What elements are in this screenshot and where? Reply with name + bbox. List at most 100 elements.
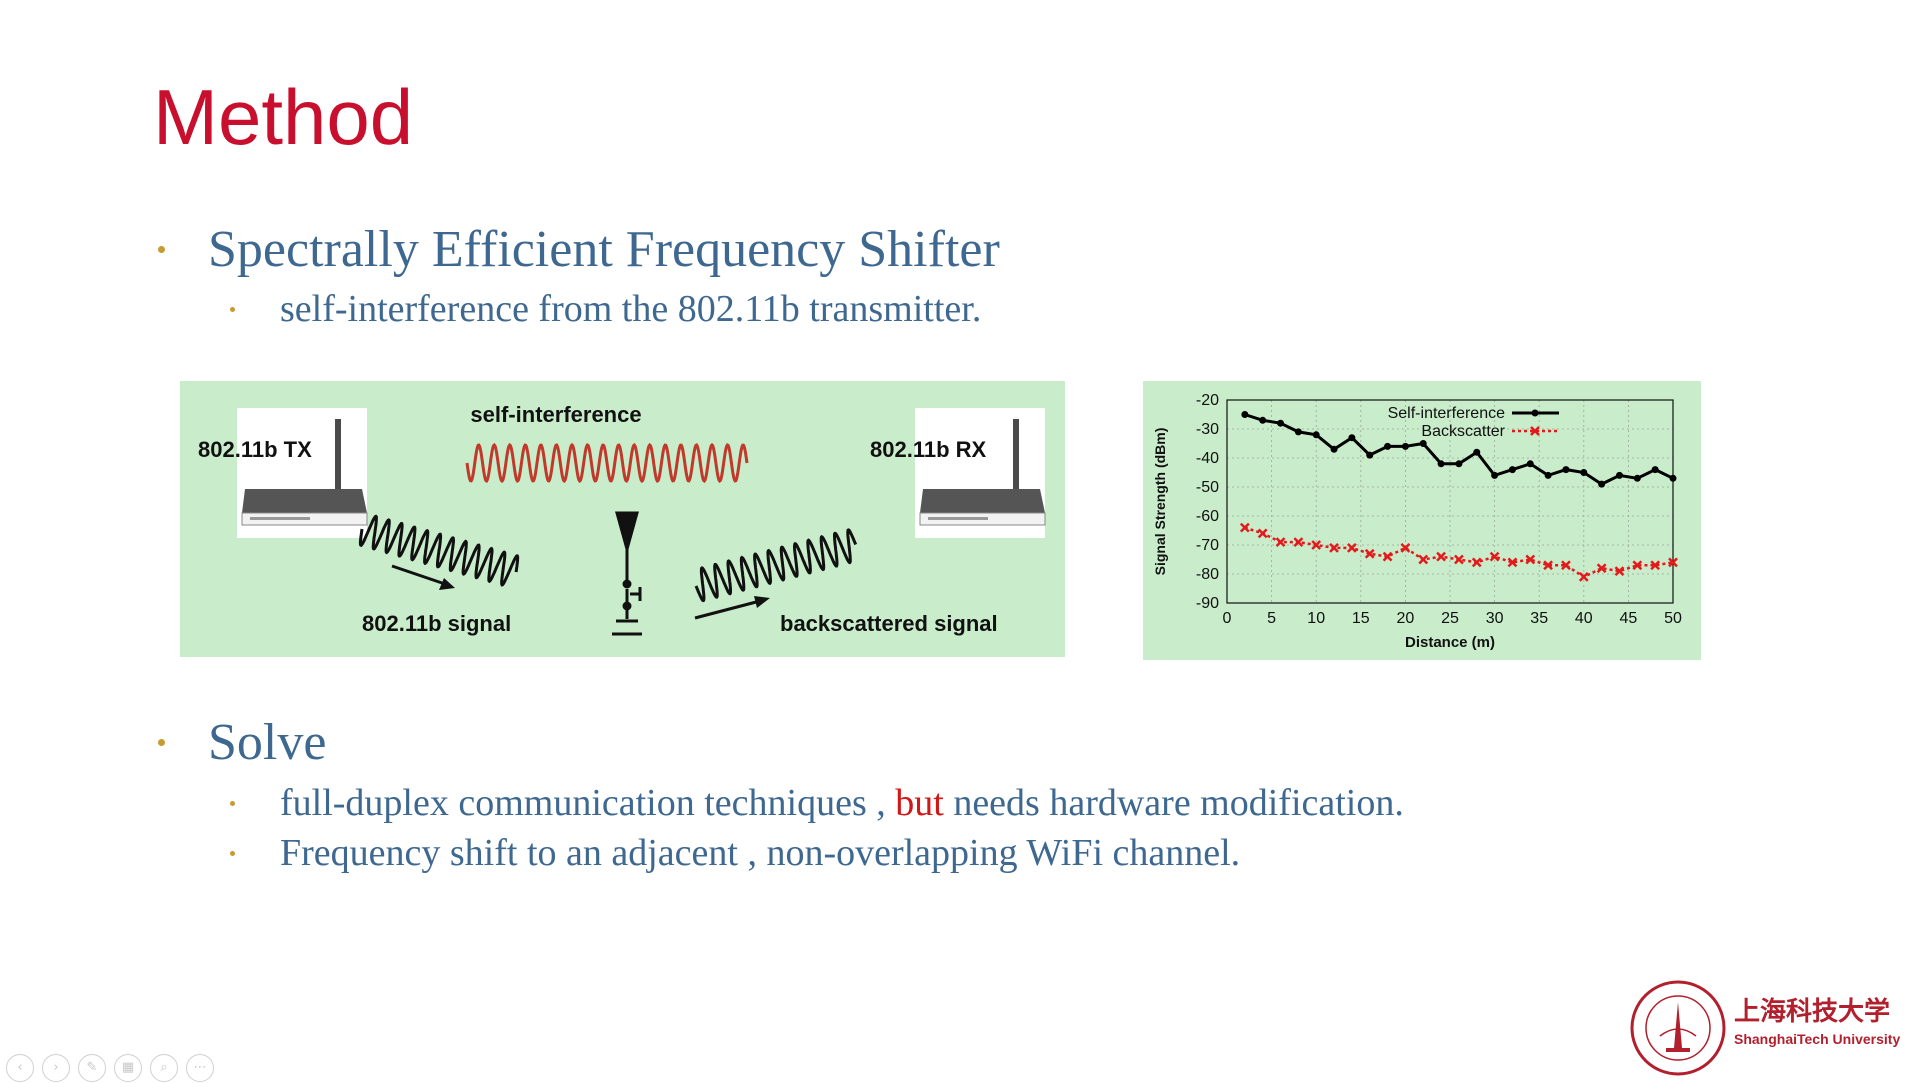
data-point-backscatter [1418,554,1429,565]
legend-label: Backscatter [1421,423,1505,440]
data-point-self-interference [1580,469,1588,476]
bullet-text: self-interference from the 802.11b trans… [280,288,982,330]
data-point-backscatter [1436,551,1446,562]
backscatter-wave [694,528,858,603]
signal-label: 802.11b signal [362,611,511,636]
data-point-backscatter [1596,563,1607,574]
rx-router-icon [915,408,1046,538]
data-point-backscatter [1525,554,1536,565]
x-tick-label: 45 [1620,610,1638,627]
slides-icon[interactable]: ▦ [114,1054,142,1082]
zoom-icon[interactable]: ⌕ [150,1054,178,1082]
data-point-backscatter [1329,543,1339,553]
self-interference-wave [465,442,749,484]
bullet-text: Solve [208,714,327,771]
x-axis-label: Distance (m) [1405,634,1495,651]
data-point-backscatter [1311,540,1322,550]
y-tick-label: -60 [1196,508,1219,525]
data-point-backscatter [1293,537,1304,547]
self-interference-label: self-interference [470,402,641,427]
x-tick-label: 50 [1664,610,1682,627]
data-point-self-interference [1312,431,1320,439]
data-point-self-interference [1259,416,1267,424]
x-tick-label: 15 [1352,610,1370,627]
data-point-self-interference [1241,411,1249,418]
data-point-backscatter [1668,557,1678,568]
logo-cn-text: 上海科技大学 [1734,996,1890,1027]
bullet-dot [158,246,165,253]
x-tick-label: 25 [1441,610,1459,627]
highlight-but: but [895,782,944,824]
data-point-backscatter [1400,543,1411,553]
slide-title: Method [153,73,414,161]
data-point-self-interference [1669,474,1677,482]
university-seal-icon [1630,980,1726,1076]
data-point-backscatter [1239,522,1250,533]
y-tick-label: -80 [1196,566,1219,583]
bullet-text: Frequency shift to an adjacent , non-ove… [280,832,1241,874]
data-point-self-interference [1633,474,1641,482]
data-point-backscatter [1471,557,1482,568]
data-point-backscatter [1561,560,1571,571]
rx-label: 802.11b RX [870,437,987,462]
legend-marker [1530,426,1540,436]
data-point-self-interference [1294,428,1302,436]
back-icon[interactable]: ‹ [6,1054,34,1082]
x-tick-label: 35 [1530,610,1548,627]
y-tick-label: -40 [1196,450,1219,467]
university-logo: 上海科技大学 ShanghaiTech University [1630,978,1920,1078]
backscatter-arrow [694,596,770,620]
forward-icon[interactable]: › [42,1054,70,1082]
x-tick-label: 20 [1397,610,1415,627]
more-icon[interactable]: ⋯ [186,1054,214,1082]
slideshow-nav: ‹ › ✎ ▦ ⌕ ⋯ [6,1054,214,1082]
x-tick-label: 0 [1223,610,1232,627]
y-tick-label: -20 [1196,392,1219,409]
data-point-backscatter [1489,551,1500,562]
bullet-dot [230,801,235,806]
bullet-dot [230,851,235,856]
data-point-self-interference [1366,451,1374,459]
data-point-backscatter [1257,528,1268,539]
y-tick-label: -90 [1196,595,1219,612]
bullet-dot [158,739,165,746]
data-point-self-interference [1526,460,1534,468]
bullet-dot [230,307,235,312]
data-point-backscatter [1650,560,1661,571]
data-point-self-interference [1562,466,1570,474]
signal-strength-chart: 0 5 10 15 20 25 30 35 40 45 50 -20 -30 -40 -50 -60 -70 -8… [1143,381,1701,660]
text-part: needs hardware modification. [943,782,1404,824]
data-point-self-interference [1615,471,1623,479]
tx-router-icon [237,408,368,538]
data-point-self-interference [1598,480,1606,488]
y-tick-label: -70 [1196,537,1219,554]
tag-antenna-icon [612,511,642,636]
data-point-self-interference [1491,471,1499,479]
x-tick-label: 10 [1307,610,1325,627]
y-tick-label: -30 [1196,421,1219,438]
tx-signal-arrow [391,564,455,590]
data-point-backscatter [1364,548,1375,559]
data-point-backscatter [1543,560,1554,571]
plot-frame [1226,399,1674,604]
x-tick-label: 30 [1486,610,1504,627]
series-line-backscatter [1244,526,1674,579]
y-axis-label: Signal Strength (dBm) [1152,428,1168,576]
logo-en-text: ShanghaiTech University [1734,1031,1900,1047]
data-point-self-interference [1544,471,1552,479]
data-point-self-interference [1348,434,1356,442]
y-tick-label: -50 [1196,479,1219,496]
data-point-self-interference [1330,445,1338,453]
legend-marker [1531,409,1539,417]
data-point-backscatter [1454,554,1464,565]
data-point-backscatter [1578,572,1589,582]
data-point-self-interference [1455,460,1463,468]
bullet-text: Spectrally Efficient Frequency Shifter [208,221,1000,278]
data-point-backscatter [1614,566,1625,576]
data-point-self-interference [1419,440,1427,447]
x-tick-label: 40 [1575,610,1593,627]
bullet-text: full-duplex communication techniques , b… [280,784,1404,822]
pen-icon[interactable]: ✎ [78,1054,106,1082]
data-point-backscatter [1632,560,1643,571]
backscatter-label: backscattered signal [780,611,998,636]
